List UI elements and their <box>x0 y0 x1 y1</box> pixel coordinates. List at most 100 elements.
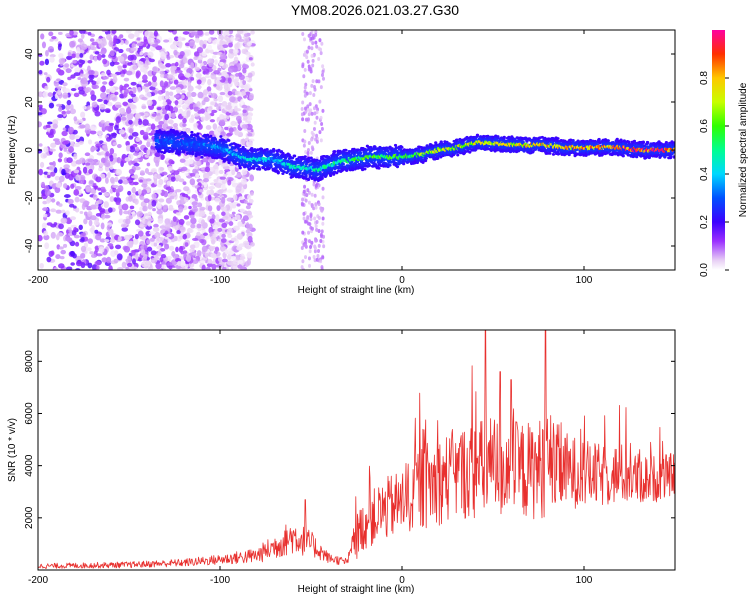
spectrogram-cell <box>84 162 91 166</box>
spectrogram-cell <box>199 39 204 47</box>
spectrogram-cell <box>140 245 145 250</box>
spectrogram-cell <box>226 260 234 266</box>
spectrogram-cell <box>129 205 135 210</box>
spectrogram-cell <box>212 123 218 130</box>
spectrogram-cell <box>142 74 148 82</box>
spectrogram-cell <box>308 249 312 254</box>
spectrogram-cell <box>221 162 229 167</box>
spectrogram-cell <box>100 92 107 100</box>
spectrogram-cell <box>269 164 273 167</box>
spectrogram-cell <box>114 124 119 131</box>
spectrogram-cell <box>175 130 179 134</box>
spectrogram-cell <box>125 144 131 152</box>
spectrogram-cell <box>50 171 56 177</box>
spectrogram-cell <box>73 234 80 239</box>
spectrogram-cell <box>227 90 233 96</box>
spectrogram-cell <box>100 37 107 44</box>
spectrogram-cell <box>66 237 73 243</box>
spectrogram-cell <box>218 256 223 263</box>
spectrogram-cell <box>116 157 122 164</box>
spectrogram-cell <box>104 239 110 243</box>
spectrogram-cell <box>131 43 136 48</box>
spectrogram-cell <box>213 137 218 141</box>
spectrogram-cell <box>87 31 92 36</box>
spectrogram-cell <box>241 138 246 146</box>
spectrogram-cell <box>106 109 111 114</box>
spectrogram-cell <box>183 215 190 220</box>
spectrogram-cell <box>156 203 162 210</box>
spectrogram-cell <box>66 157 73 164</box>
spectrogram-cell <box>238 166 242 170</box>
spectrogram-cell <box>220 53 226 60</box>
spectrogram-cell <box>250 62 255 67</box>
spectrogram-cell <box>127 54 135 61</box>
spectrogram-cell <box>276 171 280 175</box>
spectrogram-cell <box>304 198 308 203</box>
spectrogram-cell <box>303 237 307 242</box>
spectrogram-cell <box>86 247 92 252</box>
spectrogram-cell <box>90 33 96 38</box>
spectrogram-cell <box>309 108 313 113</box>
spectrogram-cell <box>114 189 122 193</box>
spectrogram-cell <box>89 130 97 135</box>
spectrogram-cell <box>156 209 163 215</box>
spectrogram-cell <box>70 160 77 167</box>
spectrogram-cell <box>311 63 315 68</box>
spectrogram-cell <box>177 260 182 267</box>
spectrogram-cell <box>192 168 197 174</box>
spectrogram-cell <box>49 148 56 152</box>
spectrogram-cell <box>128 195 133 202</box>
spectrogram-cell <box>248 107 254 112</box>
spectrogram-cell <box>203 97 210 103</box>
spectrogram-cell <box>169 86 177 90</box>
spectrogram-cell <box>74 241 80 247</box>
spectrogram-cell <box>87 262 93 269</box>
spectrogram-cell <box>88 69 95 76</box>
spectrogram-cell <box>183 58 188 64</box>
spectrogram-cell <box>53 222 58 226</box>
spectrogram-cell <box>229 96 236 103</box>
spectrogram-cell <box>218 158 223 166</box>
spectrogram-cell <box>70 88 77 92</box>
spectrogram-cell <box>105 150 110 157</box>
spectrogram-cell <box>46 76 51 83</box>
spectrogram-cell <box>90 204 97 210</box>
spectrogram-cell <box>319 51 323 56</box>
spectrogram-cell <box>242 79 247 86</box>
spectrogram-cell <box>131 131 139 137</box>
spectrogram-cell <box>132 96 139 103</box>
spectrogram-cell <box>57 44 62 51</box>
spectrogram-cell <box>67 52 72 57</box>
spectrogram-cell <box>69 133 76 140</box>
spectrogram-cell <box>98 199 103 204</box>
spectrogram-cell <box>128 241 134 248</box>
spectrogram-cell <box>173 192 178 200</box>
spectrogram-cell <box>112 142 118 146</box>
spectrogram-cell <box>38 69 43 75</box>
spectrogram-cell <box>236 233 243 240</box>
spectrogram-cell <box>43 234 50 241</box>
spectrogram-cell <box>400 146 404 149</box>
spectrogram-cell <box>201 245 208 253</box>
spectrogram-cell <box>132 258 136 265</box>
spectrogram-cell <box>73 189 80 196</box>
spectrogram-cell <box>313 87 317 92</box>
spectrogram-cell <box>235 72 240 77</box>
spectrogram-cell <box>310 46 314 51</box>
spectrogram-cell <box>159 225 167 229</box>
spectrogram-cell <box>166 56 171 60</box>
spectrogram-cell <box>246 141 253 148</box>
spectrogram-cell <box>247 132 253 137</box>
spectrogram-cell <box>157 95 163 102</box>
spectrogram-cell <box>78 59 86 64</box>
spectrogram-cell <box>173 79 179 85</box>
spectrogram-cell <box>179 158 186 163</box>
spectrogram-cell <box>317 79 321 84</box>
spectrogram-cell <box>223 173 228 178</box>
spectrogram-cell <box>312 126 316 131</box>
spectrogram-cell <box>314 238 318 243</box>
spectrogram-cell <box>91 80 97 85</box>
spectrogram-cell <box>216 205 221 212</box>
spectrogram-cell <box>148 231 156 235</box>
spectrogram-cell <box>315 220 319 225</box>
